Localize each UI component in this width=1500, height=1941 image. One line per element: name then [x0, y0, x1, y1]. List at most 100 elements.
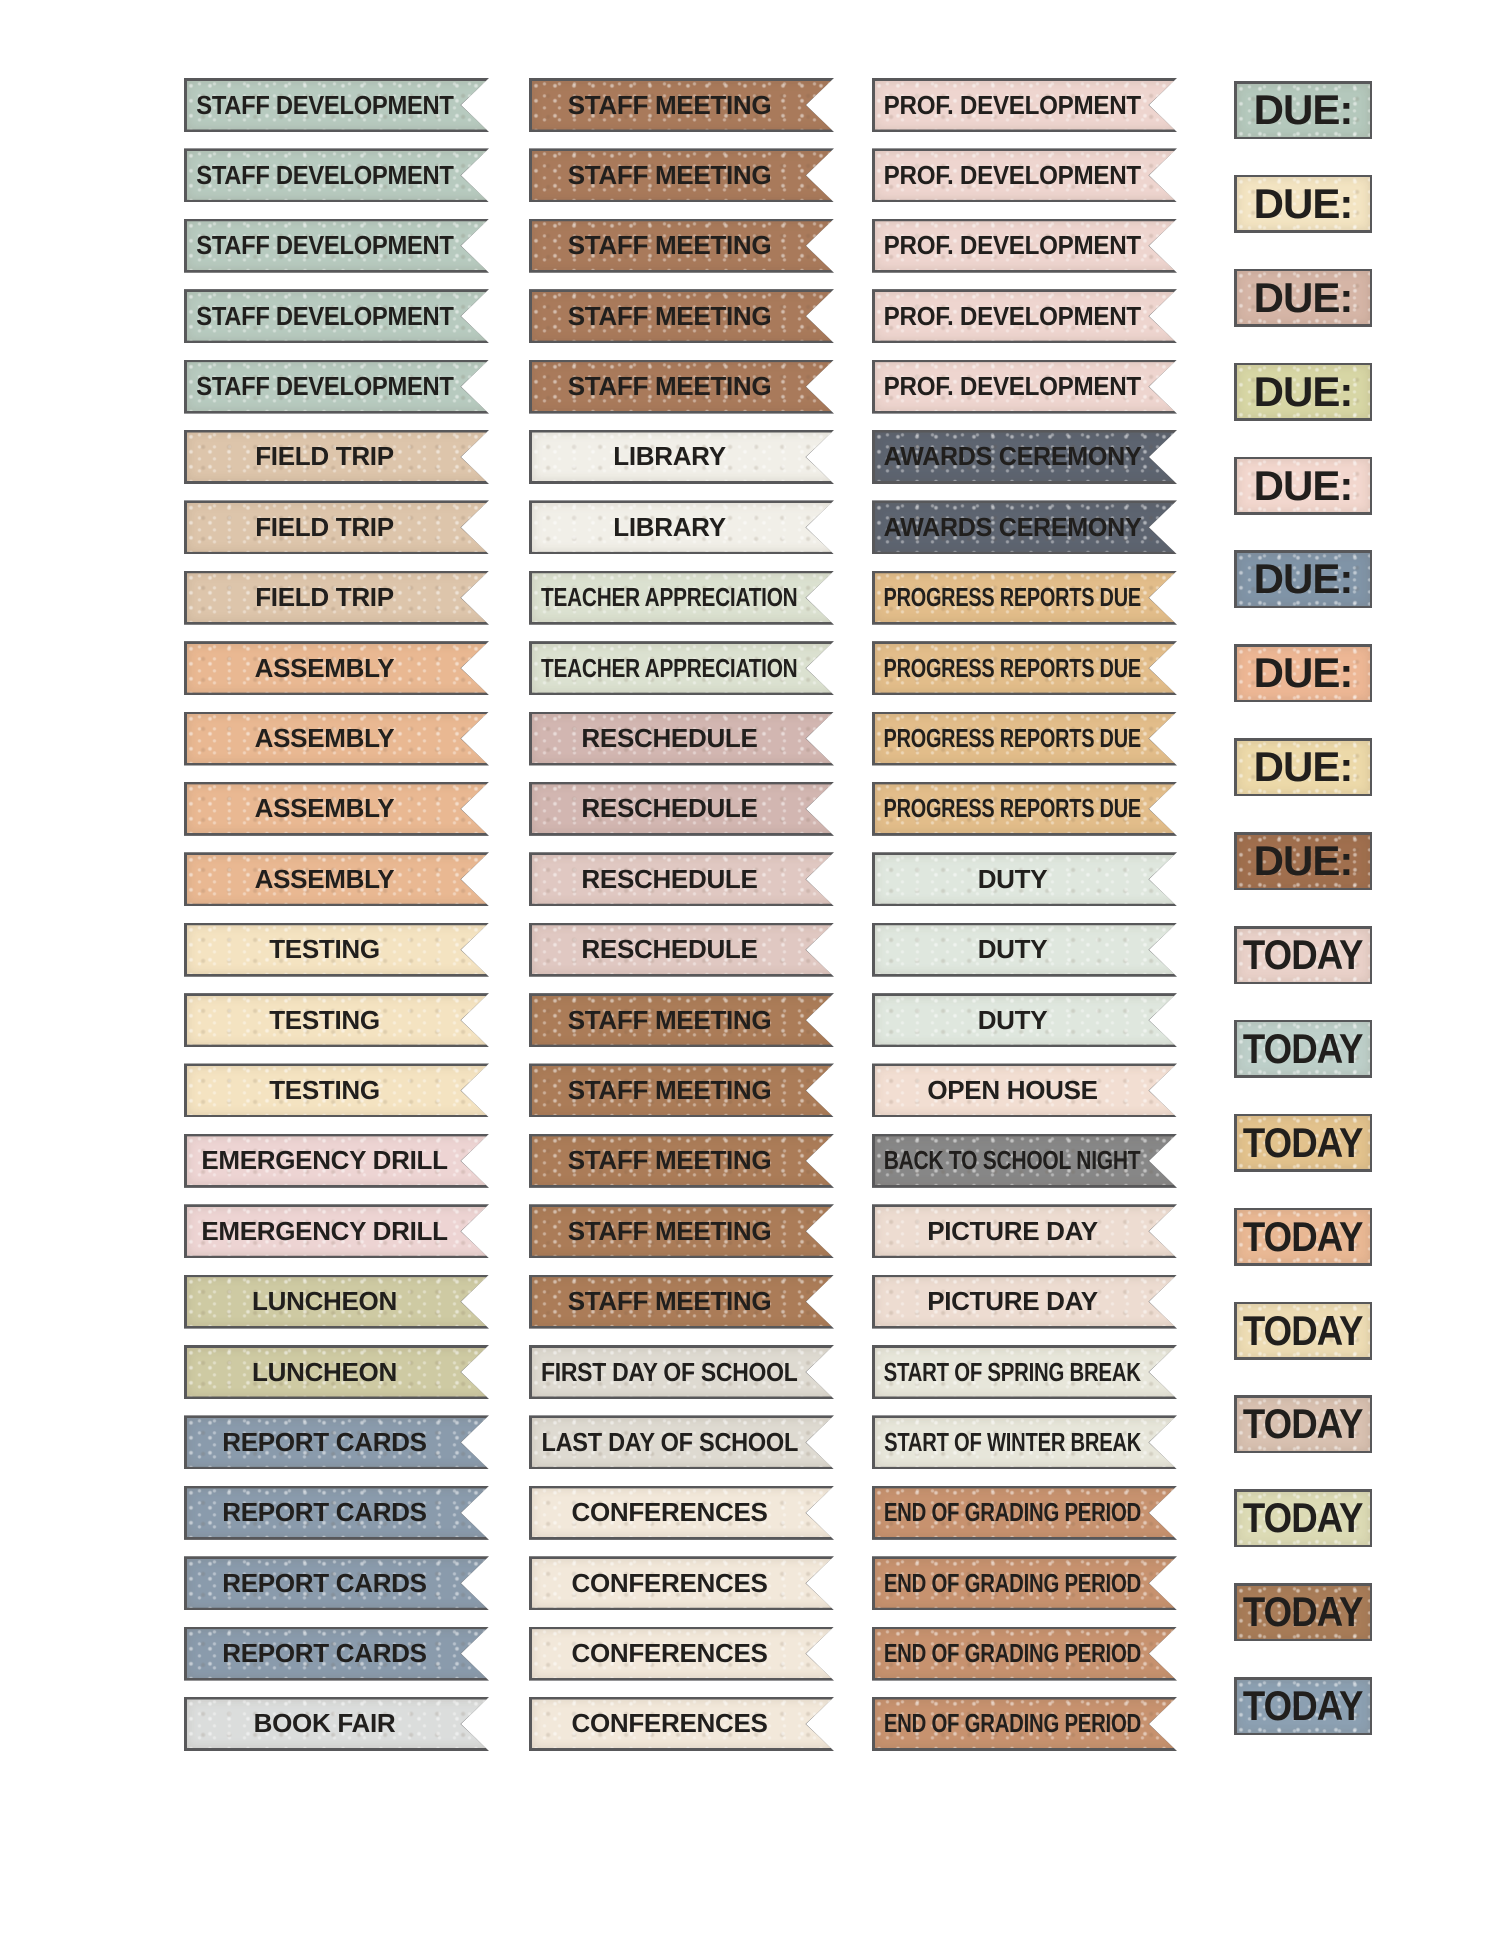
flag-sticker-face: PROF. DEVELOPMENT: [875, 81, 1175, 130]
flag-sticker: START OF WINTER BREAK: [872, 1415, 1177, 1469]
tag-sticker: DUE:: [1234, 738, 1372, 797]
flag-label: ASSEMBLY: [254, 723, 395, 754]
flag-sticker: TESTING: [184, 923, 489, 977]
flag-label: TEACHER APPRECIATION: [541, 582, 798, 613]
flag-column-1: STAFF DEVELOPMENT STAFF DEVELOPMENT STAFF …: [184, 78, 489, 1751]
flag-sticker-face: RESCHEDULE: [532, 714, 832, 763]
tag-sticker: TODAY: [1234, 1395, 1372, 1454]
flag-sticker: FIRST DAY OF SCHOOL: [529, 1345, 834, 1399]
flag-sticker: PROGRESS REPORTS DUE: [872, 571, 1177, 625]
flag-label: PROGRESS REPORTS DUE: [883, 793, 1142, 824]
flag-sticker-face: PROF. DEVELOPMENT: [875, 362, 1175, 411]
flag-sticker: REPORT CARDS: [184, 1556, 489, 1610]
flag-sticker-face: STAFF MEETING: [532, 996, 832, 1045]
flag-sticker-face: PROGRESS REPORTS DUE: [875, 573, 1175, 622]
flag-sticker: TEACHER APPRECIATION: [529, 571, 834, 625]
flag-label: END OF GRADING PERIOD: [883, 1638, 1142, 1669]
flag-sticker-face: DUTY: [875, 925, 1175, 974]
flag-sticker-face: TEACHER APPRECIATION: [532, 573, 832, 622]
flag-sticker-face: LAST DAY OF SCHOOL: [532, 1418, 832, 1467]
flag-sticker: BOOK FAIR: [184, 1697, 489, 1751]
flag-sticker: AWARDS CEREMONY: [872, 500, 1177, 554]
flag-label: STAFF MEETING: [567, 1286, 772, 1317]
flag-sticker-face: CONFERENCES: [532, 1699, 832, 1748]
flag-sticker: STAFF MEETING: [529, 219, 834, 273]
flag-sticker: STAFF MEETING: [529, 1063, 834, 1117]
flag-label: FIRST DAY OF SCHOOL: [541, 1356, 798, 1387]
tag-sticker: TODAY: [1234, 1019, 1372, 1078]
flag-label: BOOK FAIR: [253, 1708, 396, 1739]
flag-sticker-face: DUTY: [875, 996, 1175, 1045]
tag-sticker: DUE:: [1234, 550, 1372, 609]
flag-sticker-face: RESCHEDULE: [532, 925, 832, 974]
flag-sticker: BACK TO SCHOOL NIGHT: [872, 1134, 1177, 1188]
tag-sticker-face: TODAY: [1236, 1679, 1370, 1733]
tag-label: TODAY: [1243, 1682, 1364, 1730]
tag-sticker: TODAY: [1234, 926, 1372, 985]
tag-sticker-face: DUE:: [1236, 552, 1370, 606]
tag-sticker-face: DUE:: [1236, 83, 1370, 137]
flag-label: PICTURE DAY: [927, 1215, 1098, 1246]
flag-sticker: STAFF MEETING: [529, 78, 834, 132]
tag-sticker-face: DUE:: [1236, 271, 1370, 325]
flag-sticker: EMERGENCY DRILL: [184, 1204, 489, 1258]
tag-sticker: DUE:: [1234, 832, 1372, 891]
tag-label: DUE:: [1253, 837, 1354, 885]
tag-label: TODAY: [1243, 1306, 1364, 1354]
tag-sticker: TODAY: [1234, 1207, 1372, 1266]
flag-label: CONFERENCES: [571, 1638, 768, 1669]
flag-sticker-face: END OF GRADING PERIOD: [875, 1699, 1175, 1748]
flag-sticker: DUTY: [872, 993, 1177, 1047]
flag-sticker-face: TEACHER APPRECIATION: [532, 644, 832, 693]
flag-sticker-face: END OF GRADING PERIOD: [875, 1488, 1175, 1537]
flag-label: PROGRESS REPORTS DUE: [883, 582, 1142, 613]
flag-sticker: STAFF DEVELOPMENT: [184, 289, 489, 343]
tag-label: DUE:: [1253, 367, 1354, 415]
tag-sticker-face: DUE:: [1236, 834, 1370, 888]
flag-label: TESTING: [269, 934, 380, 965]
flag-label: AWARDS CEREMONY: [883, 441, 1142, 472]
flag-sticker-face: TESTING: [187, 996, 487, 1045]
flag-sticker: PROF. DEVELOPMENT: [872, 148, 1177, 202]
flag-label: LIBRARY: [613, 511, 726, 542]
tag-label: DUE:: [1253, 179, 1354, 227]
flag-label: PROF. DEVELOPMENT: [883, 159, 1142, 190]
flag-sticker: LUNCHEON: [184, 1275, 489, 1329]
flag-sticker: DUTY: [872, 923, 1177, 977]
flag-sticker-face: REPORT CARDS: [187, 1488, 487, 1537]
flag-sticker: STAFF DEVELOPMENT: [184, 78, 489, 132]
flag-label: CONFERENCES: [571, 1567, 768, 1598]
flag-sticker-face: PROGRESS REPORTS DUE: [875, 784, 1175, 833]
flag-sticker-face: PROF. DEVELOPMENT: [875, 292, 1175, 341]
tag-label: TODAY: [1243, 1588, 1364, 1636]
flag-label: EMERGENCY DRILL: [201, 1145, 448, 1176]
tag-sticker-face: TODAY: [1236, 1022, 1370, 1076]
flag-label: EMERGENCY DRILL: [201, 1215, 448, 1246]
flag-label: START OF WINTER BREAK: [884, 1426, 1142, 1457]
flag-sticker: END OF GRADING PERIOD: [872, 1556, 1177, 1610]
tag-label: DUE:: [1253, 743, 1354, 791]
flag-column-2: STAFF MEETING STAFF MEETING STAFF MEETING S…: [529, 78, 834, 1751]
flag-label: TESTING: [269, 1004, 380, 1035]
tag-label: DUE:: [1253, 649, 1354, 697]
flag-sticker-face: STAFF MEETING: [532, 1207, 832, 1256]
tag-sticker: DUE:: [1234, 456, 1372, 515]
flag-sticker: STAFF MEETING: [529, 1275, 834, 1329]
flag-label: STAFF MEETING: [567, 300, 772, 331]
flag-sticker-face: EMERGENCY DRILL: [187, 1136, 487, 1185]
tag-label: DUE:: [1253, 555, 1354, 603]
flag-sticker-face: LUNCHEON: [187, 1348, 487, 1397]
flag-sticker-face: PICTURE DAY: [875, 1277, 1175, 1326]
flag-label: CONFERENCES: [571, 1708, 768, 1739]
flag-label: LIBRARY: [613, 441, 726, 472]
flag-label: ASSEMBLY: [254, 652, 395, 683]
flag-sticker-face: RESCHEDULE: [532, 855, 832, 904]
flag-label: PROGRESS REPORTS DUE: [883, 723, 1142, 754]
flag-sticker-face: CONFERENCES: [532, 1629, 832, 1678]
flag-sticker: STAFF MEETING: [529, 1204, 834, 1258]
flag-sticker-face: PROGRESS REPORTS DUE: [875, 644, 1175, 693]
flag-sticker: ASSEMBLY: [184, 852, 489, 906]
flag-sticker-face: PROF. DEVELOPMENT: [875, 151, 1175, 200]
flag-sticker-face: CONFERENCES: [532, 1559, 832, 1608]
flag-sticker: RESCHEDULE: [529, 782, 834, 836]
